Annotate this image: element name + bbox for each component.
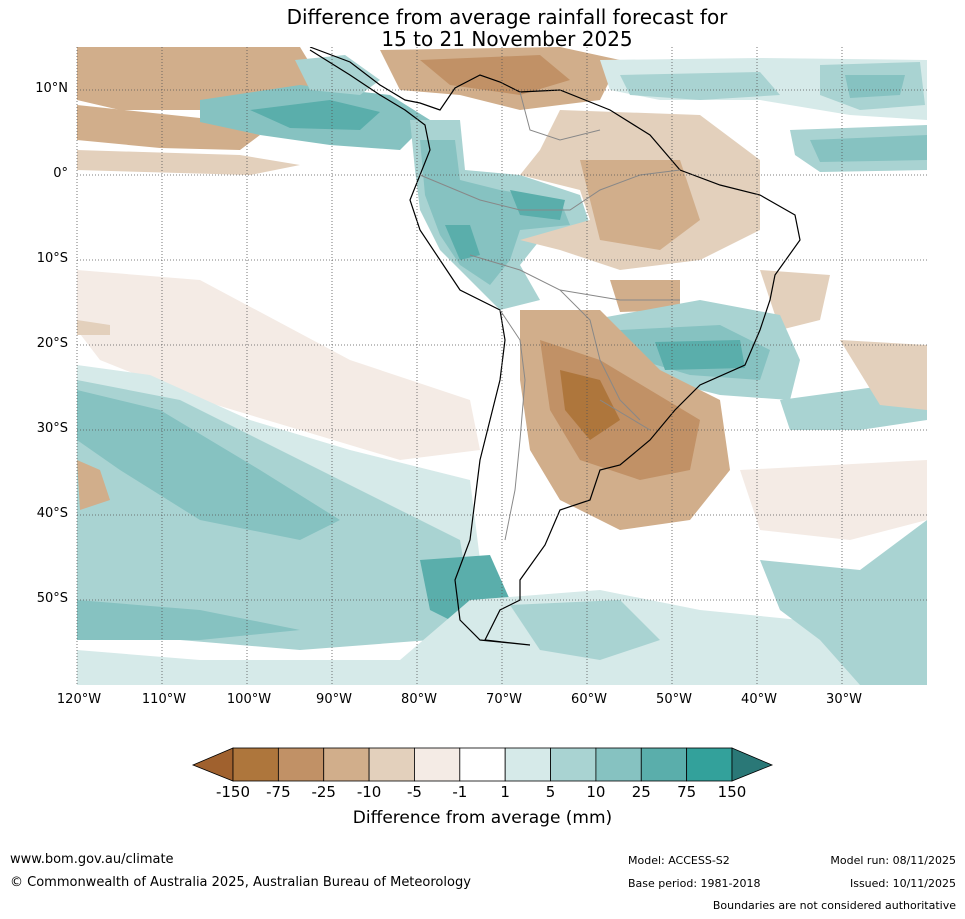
lon-label-50w: 50°W [656, 692, 692, 707]
lon-label-100w: 100°W [226, 692, 272, 707]
lon-label-70w: 70°W [486, 692, 522, 707]
lon-label-90w: 90°W [316, 692, 352, 707]
copyright-text: © Commonwealth of Australia 2025, Austra… [10, 875, 471, 890]
south-america-coastline [309, 47, 801, 646]
anomaly-fields [77, 47, 927, 685]
lat-label-40s: 40°S [36, 506, 68, 521]
colorbar-tick-label: -1 [452, 783, 468, 801]
lat-label-10s: 10°S [36, 251, 68, 266]
issued-date: Issued: 10/11/2025 [849, 877, 956, 890]
rainfall-anomaly-map [76, 47, 927, 685]
lon-label-120w: 120°W [56, 692, 102, 707]
lat-label-50s: 50°S [36, 591, 68, 606]
lat-label-30s: 30°S [36, 421, 68, 436]
colorbar-bin [232, 747, 279, 782]
colorbar-bin [277, 747, 325, 782]
lon-label-60w: 60°W [571, 692, 607, 707]
website-link[interactable]: www.bom.gov.au/climate [10, 852, 174, 867]
lon-label-110w: 110°W [141, 692, 187, 707]
lat-label-0: 0° [53, 166, 68, 181]
lat-label-10n: 10°N [35, 81, 68, 96]
colorbar-bin [414, 747, 461, 782]
model-name: Model: ACCESS-S2 [628, 854, 730, 867]
colorbar-tick-label: 1 [500, 783, 510, 801]
colorbar-tick-label: 150 [717, 783, 747, 801]
graticule [76, 47, 927, 685]
lat-label-20s: 20°S [36, 336, 68, 351]
colorbar-tick-label: 5 [545, 783, 556, 801]
colorbar-tick-label: -5 [406, 783, 422, 801]
country-borders [419, 91, 681, 541]
colorbar-tick-label: 75 [677, 783, 697, 801]
model-run-date: Model run: 08/11/2025 [830, 854, 956, 867]
colorbar-bin [504, 747, 551, 782]
lon-label-40w: 40°W [741, 692, 777, 707]
map-title-line-1: Difference from average rainfall forecas… [286, 5, 728, 29]
colorbar-bin [595, 747, 642, 782]
colorbar-tick-label: -75 [266, 783, 291, 801]
colorbar-bin [459, 747, 506, 782]
lon-label-30w: 30°W [826, 692, 862, 707]
colorbar-bin [640, 747, 688, 782]
colorbar-extend-high [731, 747, 774, 782]
colorbar-tick-label: 25 [631, 783, 651, 801]
dry-region-south-pacific [77, 270, 480, 460]
colorbar-label: Difference from average (mm) [352, 808, 613, 828]
colorbar-bin [368, 747, 415, 782]
colorbar-bins [232, 747, 733, 782]
colorbar [191, 747, 774, 782]
colorbar-tick-label: -10 [356, 783, 382, 801]
colorbar-tick-label: -150 [215, 783, 251, 801]
colorbar-extend-low [191, 747, 234, 782]
base-period: Base period: 1981-2018 [628, 877, 761, 890]
colorbar-bin [323, 747, 370, 782]
colorbar-tick-label: 10 [586, 783, 606, 801]
colorbar-bin [686, 747, 733, 782]
lon-label-80w: 80°W [401, 692, 437, 707]
wet-region-south-atlantic [77, 590, 927, 685]
boundaries-disclaimer: Boundaries are not considered authoritat… [712, 899, 956, 912]
colorbar-bin [550, 747, 597, 782]
colorbar-tick-label: -25 [311, 783, 336, 801]
map-title-line-2: 15 to 21 November 2025 [381, 27, 633, 51]
